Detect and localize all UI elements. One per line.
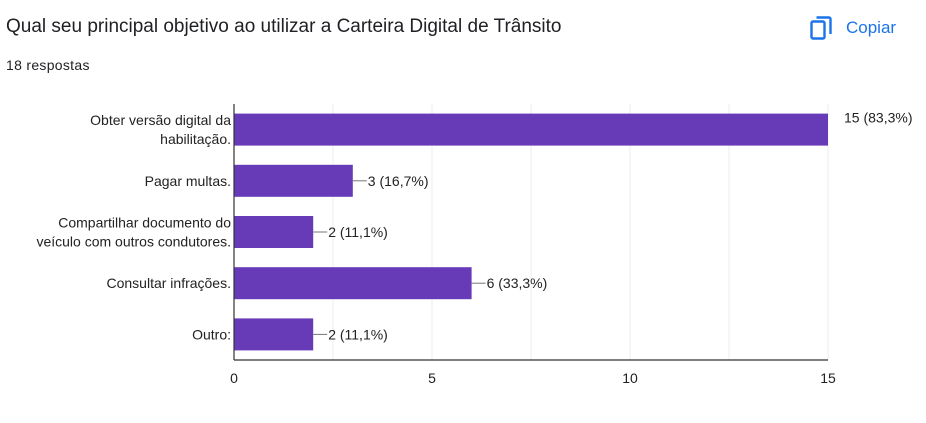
data-label: 15 (83,3%) xyxy=(844,110,912,126)
category-label: Compartilhar documento do xyxy=(58,215,231,231)
category-label: Obter versão digital da xyxy=(90,112,231,128)
bar xyxy=(234,216,314,248)
chart-bars xyxy=(234,113,828,351)
category-label: habilitação. xyxy=(160,131,231,147)
category-label: Outro: xyxy=(192,326,231,342)
category-label: Pagar multas. xyxy=(145,173,231,189)
chart-grid xyxy=(332,104,829,360)
bar xyxy=(234,164,353,197)
x-tick-label: 0 xyxy=(230,370,238,386)
question-title: Qual seu principal objetivo ao utilizar … xyxy=(6,16,562,37)
response-count: 18 respostas xyxy=(6,57,90,73)
copy-icon xyxy=(810,16,832,40)
bar xyxy=(234,113,828,146)
bar xyxy=(234,267,472,300)
data-label: 2 (11,1%) xyxy=(328,326,388,342)
copy-button-label: Copiar xyxy=(846,18,897,37)
copy-button[interactable]: Copiar xyxy=(802,10,904,46)
category-label: Consultar infrações. xyxy=(106,275,231,291)
x-tick-label: 10 xyxy=(622,370,638,386)
x-tick-label: 15 xyxy=(820,370,836,386)
chart-axes xyxy=(233,104,828,361)
data-label: 2 (11,1%) xyxy=(328,224,388,240)
data-label: 6 (33,3%) xyxy=(487,275,548,291)
x-tick-label: 5 xyxy=(428,370,436,386)
chart-labels: Obter versão digital da habilitação. 15 (8… xyxy=(36,110,912,386)
data-label: 3 (16,7%) xyxy=(368,173,429,189)
category-label: veículo com outros condutores. xyxy=(36,234,231,250)
bar xyxy=(234,318,314,351)
